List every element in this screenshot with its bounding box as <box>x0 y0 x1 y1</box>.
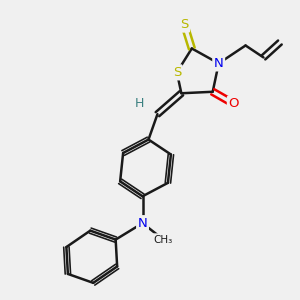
Text: N: N <box>214 57 224 70</box>
Text: S: S <box>180 18 188 31</box>
Text: N: N <box>138 217 147 230</box>
Text: S: S <box>173 66 181 79</box>
Text: O: O <box>228 97 239 110</box>
Text: CH₃: CH₃ <box>154 235 173 244</box>
Text: H: H <box>135 97 144 110</box>
